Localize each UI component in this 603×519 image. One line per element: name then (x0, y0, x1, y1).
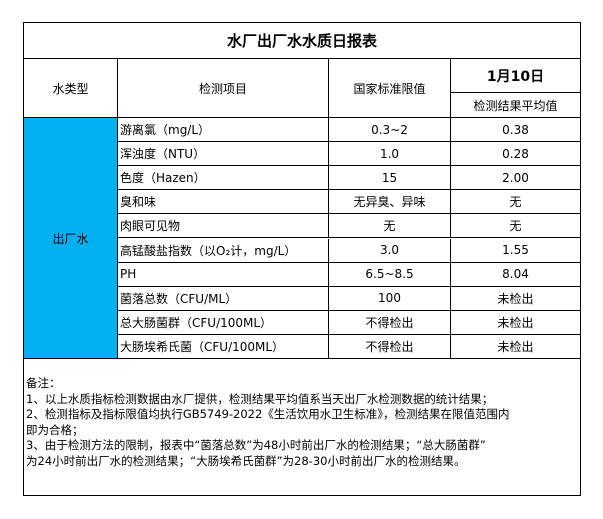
row-item: 总大肠菌群（CFU/100ML） (118, 310, 329, 335)
header-result: 检测结果平均值 (451, 93, 580, 118)
header-water-type: 水类型 (24, 59, 118, 118)
water-type-cell: 出厂水 (24, 118, 118, 359)
row-standard: 6.5~8.5 (329, 262, 451, 287)
note-line: 2、检测指标及指标限值均执行GB5749-2022《生活饮用水卫生标准》，检测结… (26, 407, 510, 421)
row-item: 色度（Hazen） (118, 166, 329, 191)
row-result: 无 (451, 214, 580, 239)
header-standard: 国家标准限值 (329, 59, 451, 118)
row-standard: 100 (329, 286, 451, 311)
report-title: 水厂出厂水水质日报表 (24, 23, 580, 59)
row-standard: 0.3~2 (329, 118, 451, 143)
row-item: PH (118, 262, 329, 287)
row-item: 大肠埃希氏菌（CFU/100ML） (118, 334, 329, 359)
row-item: 肉眼可见物 (118, 214, 329, 239)
row-result: 1.55 (451, 239, 580, 263)
water-quality-report-table: 水厂出厂水水质日报表 水类型 检测项目 国家标准限值 1月10日 检测结果平均值… (23, 22, 581, 496)
row-standard: 无 (329, 214, 451, 239)
row-result: 0.28 (451, 142, 580, 167)
row-item: 菌落总数（CFU/ML） (118, 286, 329, 311)
row-result: 未检出 (451, 287, 580, 311)
note-line: 备注： (26, 376, 61, 390)
row-item: 高锰酸盐指数（以O₂计，mg/L） (118, 238, 329, 263)
note-line: 3、由于检测方法的限制，报表中“菌落总数”为48小时前出厂水的检测结果；“总大肠… (26, 438, 486, 452)
note-line: 为24小时前出厂水的检测结果；“大肠埃希氏菌群”为28-30小时前出厂水的检测结… (26, 453, 466, 468)
header-item: 检测项目 (118, 59, 329, 118)
row-result: 未检出 (451, 335, 580, 359)
row-result: 2.00 (451, 166, 580, 191)
header-date: 1月10日 (451, 59, 580, 93)
row-standard: 1.0 (329, 142, 451, 167)
row-standard: 不得检出 (329, 334, 451, 359)
row-result: 8.04 (451, 263, 580, 287)
row-result: 0.38 (451, 118, 580, 143)
row-item: 臭和味 (118, 190, 329, 215)
row-standard: 15 (329, 166, 451, 191)
row-standard: 3.0 (329, 238, 451, 263)
notes: 备注： 1、以上水质指标检测数据由水厂提供，检测结果平均值系当天出厂水检测数据的… (26, 376, 510, 469)
row-result: 无 (451, 190, 580, 215)
note-line: 1、以上水质指标检测数据由水厂提供，检测结果平均值系当天出厂水检测数据的统计结果… (26, 391, 494, 406)
row-item: 游离氯（mg/L） (118, 118, 329, 143)
row-standard: 无异臭、异味 (329, 190, 451, 215)
note-line: 即为合格； (26, 422, 84, 437)
row-standard: 不得检出 (329, 310, 451, 335)
row-result: 未检出 (451, 311, 580, 335)
row-item: 浑浊度（NTU） (118, 142, 329, 167)
